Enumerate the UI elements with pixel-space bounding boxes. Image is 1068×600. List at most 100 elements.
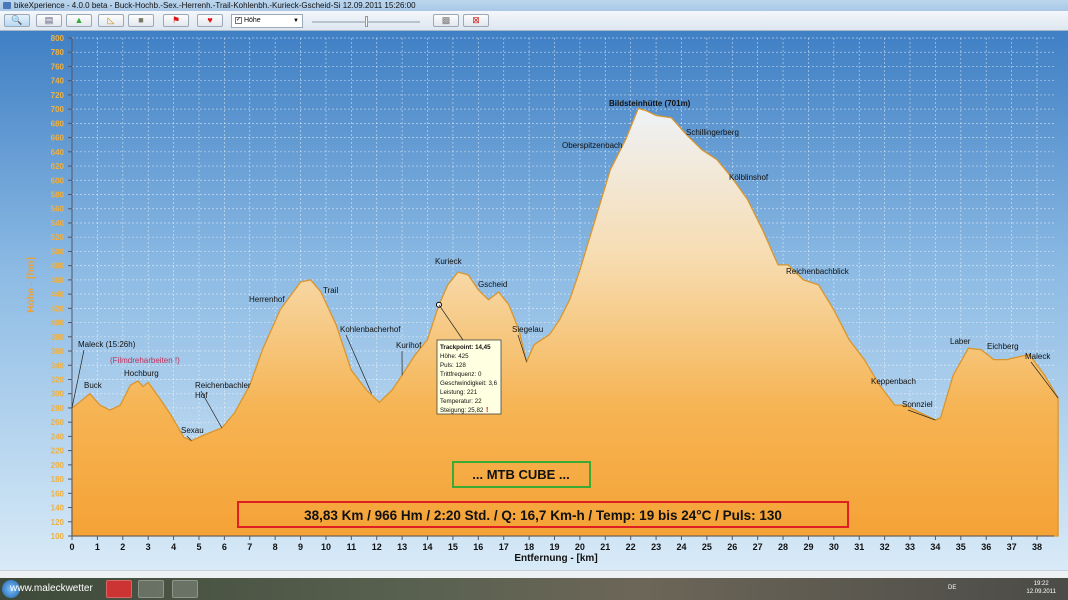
annotation-label: Kölblinshof [729,173,769,182]
chevron-down-icon: ▼ [293,18,299,24]
y-tick-label: 760 [51,62,65,71]
x-tick-label: 35 [956,542,966,552]
export-button[interactable]: ▲ [66,14,92,27]
tooltip-leader [438,304,464,341]
heart-button[interactable]: ♥ [197,14,223,27]
annotation-label: Gscheid [478,280,507,289]
y-tick-label: 700 [51,105,65,114]
y-tick-label: 400 [51,319,65,328]
y-tick-label: 560 [51,205,65,214]
y-tick-label: 540 [51,219,65,228]
x-tick-label: 25 [702,542,712,552]
warning-icon: ! [486,407,488,414]
x-tick-label: 38 [1032,542,1042,552]
y-tick-label: 800 [51,34,65,43]
start-button[interactable] [2,580,20,598]
print-button[interactable]: ▤ [36,14,62,27]
checkbox-icon[interactable]: ✓ [235,16,242,24]
summary-box [237,501,849,528]
annotation-label: Buck [84,381,103,390]
x-tick-label: 32 [880,542,890,552]
y-tick-label: 520 [51,233,65,242]
x-tick-label: 15 [448,542,458,552]
map-button[interactable]: ■ [128,14,154,27]
heart-icon: ♥ [207,15,213,25]
y-tick-label: 140 [51,504,65,513]
annotation-label: Herrenhof [249,295,285,304]
zoom-slider[interactable] [312,16,420,27]
annotation-leader [345,334,372,394]
annotation-leader [517,334,527,362]
zoom-button[interactable]: 🔍 [4,14,30,27]
x-tick-label: 1 [95,542,100,552]
flag-button[interactable]: ⚑ [163,14,189,27]
slider-thumb[interactable] [365,16,368,27]
ruler-button[interactable]: ◺ [98,14,124,27]
language-indicator[interactable]: DE [948,585,957,591]
map-icon: ■ [138,15,144,25]
x-tick-label: 7 [247,542,252,552]
y-tick-label: 180 [51,475,65,484]
y-axis-label: Höhe - [hm] [26,257,37,313]
y-tick-label: 100 [51,532,65,541]
x-tick-label: 34 [930,542,940,552]
x-tick-label: 3 [146,542,151,552]
taskbar-app-1[interactable] [106,580,132,598]
x-tick-label: 19 [549,542,559,552]
clock-time: 19:22 [1033,581,1049,587]
x-tick-label: 11 [347,542,357,552]
tooltip-line: Trittfrequenz: 0 [440,371,482,378]
summary-text: 38,83 Km / 966 Hm / 2:20 Std. / Q: 16,7 … [304,508,782,523]
y-tick-label: 740 [51,77,65,86]
y-tick-label: 500 [51,247,65,256]
x-tick-label: 37 [1007,542,1017,552]
settings-button[interactable]: ▩ [433,14,459,27]
taskbar-app-3[interactable] [172,580,198,598]
x-tick-label: 16 [473,542,483,552]
x-tick-label: 30 [829,542,839,552]
y-tick-label: 280 [51,404,65,413]
taskbar: www.maleckwetter DE 19:22 12.09.2011 [0,578,1068,600]
x-tick-label: 2 [120,542,125,552]
annotation-label: Maleck [1025,352,1051,361]
y-tick-label: 380 [51,333,65,342]
exit-button[interactable]: ⊠ [463,14,489,27]
annotation-label: Bildsteinhütte (701m) [609,99,691,108]
taskbar-app-2[interactable] [138,580,164,598]
tooltip-line: Trackpoint: 14,45 [440,344,491,351]
annotation-label: (Filmdreharbeiten !) [110,356,180,365]
x-tick-label: 28 [778,542,788,552]
y-tick-label: 120 [51,518,65,527]
y-tick-label: 320 [51,375,65,384]
x-tick-label: 23 [651,542,661,552]
x-tick-label: 31 [854,542,864,552]
x-tick-label: 29 [803,542,813,552]
annotation-label: Laber [950,337,971,346]
y-tick-label: 240 [51,432,65,441]
toolbar: 🔍 ▤ ▲ ◺ ■ ⚑ ♥ ✓ Höhe ▼ ▩ ⊠ [0,11,1068,31]
x-tick-label: 4 [171,542,176,552]
y-tick-label: 780 [51,48,65,57]
y-tick-label: 260 [51,418,65,427]
x-tick-label: 36 [981,542,991,552]
series-select[interactable]: ✓ Höhe ▼ [231,14,303,28]
annotation-label: Sexau [181,426,204,435]
x-tick-label: 12 [372,542,382,552]
clock[interactable]: 19:22 12.09.2011 [1026,580,1056,596]
y-tick-label: 580 [51,191,65,200]
y-tick-label: 620 [51,162,65,171]
annotation-label: Siegelau [512,325,543,334]
y-tick-label: 680 [51,119,65,128]
x-tick-label: 18 [524,542,534,552]
x-tick-label: 0 [69,542,74,552]
horizontal-scrollbar[interactable] [0,570,1068,578]
taskbar-url-text: www.maleckwetter [10,583,93,594]
annotation-label: Schillingerberg [686,128,739,137]
y-tick-label: 360 [51,347,65,356]
print-icon: ▤ [44,15,54,25]
annotation-leader [200,390,223,429]
tooltip-line: Puls: 128 [440,362,466,369]
app-icon [3,2,11,9]
x-tick-label: 17 [499,542,509,552]
annotation-label: Hof [195,391,208,400]
